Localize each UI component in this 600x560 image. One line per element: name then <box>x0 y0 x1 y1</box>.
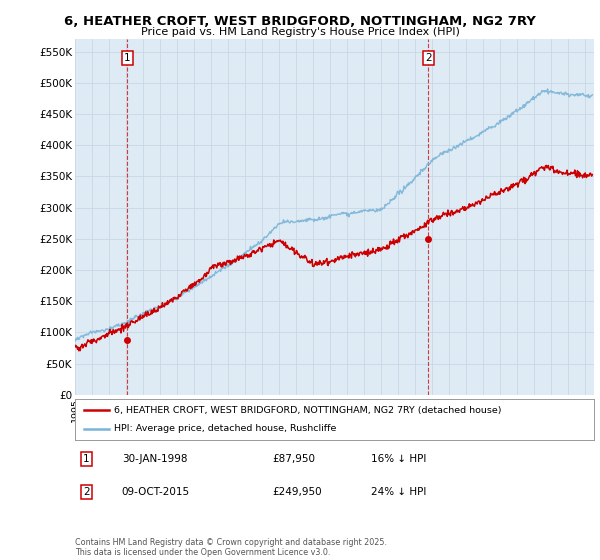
Text: £249,950: £249,950 <box>272 487 322 497</box>
Text: 2: 2 <box>425 53 432 63</box>
Text: 16% ↓ HPI: 16% ↓ HPI <box>371 454 426 464</box>
Text: 30-JAN-1998: 30-JAN-1998 <box>122 454 187 464</box>
Text: Contains HM Land Registry data © Crown copyright and database right 2025.
This d: Contains HM Land Registry data © Crown c… <box>75 538 387 557</box>
Text: 09-OCT-2015: 09-OCT-2015 <box>122 487 190 497</box>
Text: £87,950: £87,950 <box>272 454 315 464</box>
Text: 2: 2 <box>83 487 90 497</box>
Text: 1: 1 <box>124 53 131 63</box>
Text: 24% ↓ HPI: 24% ↓ HPI <box>371 487 426 497</box>
Text: 6, HEATHER CROFT, WEST BRIDGFORD, NOTTINGHAM, NG2 7RY (detached house): 6, HEATHER CROFT, WEST BRIDGFORD, NOTTIN… <box>114 405 502 414</box>
Text: 1: 1 <box>83 454 90 464</box>
Text: 6, HEATHER CROFT, WEST BRIDGFORD, NOTTINGHAM, NG2 7RY: 6, HEATHER CROFT, WEST BRIDGFORD, NOTTIN… <box>64 15 536 27</box>
Text: Price paid vs. HM Land Registry's House Price Index (HPI): Price paid vs. HM Land Registry's House … <box>140 27 460 37</box>
Text: HPI: Average price, detached house, Rushcliffe: HPI: Average price, detached house, Rush… <box>114 424 337 433</box>
